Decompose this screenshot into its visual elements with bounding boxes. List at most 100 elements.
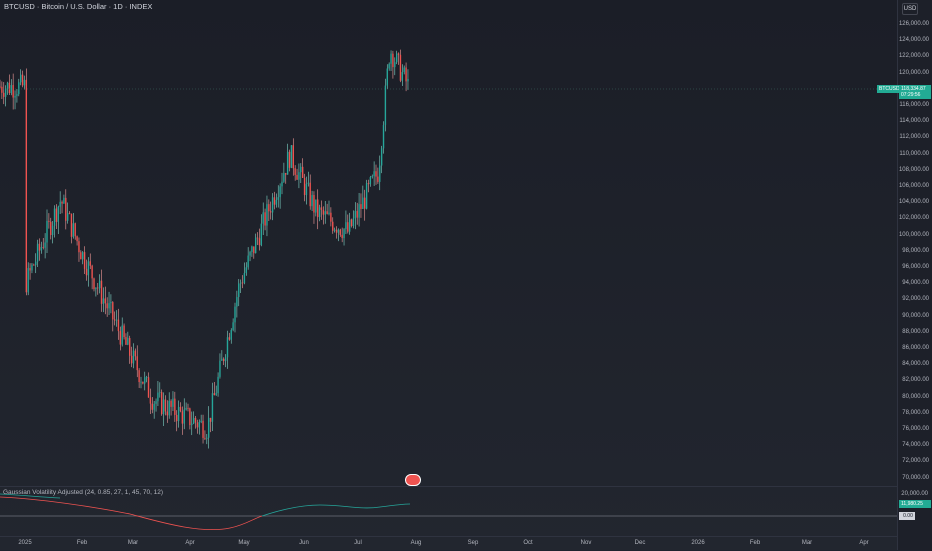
candle-body — [104, 298, 106, 304]
candle-body — [405, 67, 407, 82]
last-price-value: 118,334.87 — [901, 86, 926, 92]
price-tick: 116,000.00 — [899, 102, 929, 108]
candle-body — [224, 357, 227, 362]
candle-body — [271, 197, 274, 213]
candle-body — [38, 243, 41, 251]
candle-body — [51, 225, 54, 235]
candle-body — [145, 377, 148, 378]
candle-body — [221, 358, 223, 361]
candle-body — [309, 182, 311, 207]
candle-body — [18, 82, 20, 95]
candle-body — [371, 176, 373, 178]
candle-body — [16, 94, 18, 96]
candle-body — [130, 355, 133, 364]
price-tick: 72,000.00 — [902, 458, 929, 465]
candle-body — [266, 204, 268, 226]
candle-body — [273, 197, 276, 205]
candle-body — [335, 229, 338, 233]
candle-body — [322, 209, 325, 215]
candle-body — [91, 265, 93, 279]
symbol-header: BTCUSD · Bitcoin / U.S. Dollar · 1D · IN… — [4, 2, 153, 11]
candle-body — [392, 53, 394, 68]
candle-body — [258, 238, 261, 246]
candle-body — [46, 220, 48, 243]
candle-body — [251, 246, 253, 252]
candle-body — [373, 171, 375, 177]
price-chart[interactable] — [0, 0, 897, 486]
candle-body — [364, 197, 366, 209]
candle-body — [256, 237, 259, 239]
candle-body — [345, 222, 347, 230]
candle-body — [40, 247, 43, 251]
candle-body — [170, 400, 172, 407]
candle-body — [339, 229, 341, 235]
event-marker-icon[interactable] — [405, 474, 421, 486]
candle-body — [320, 207, 323, 210]
candle-body — [55, 208, 58, 222]
candle-body — [113, 319, 116, 321]
time-axis[interactable]: 2025 Feb Mar Apr May Jun Jul Aug Sep Oct Nov Dec 202… — [0, 536, 897, 551]
candle-body — [42, 247, 44, 248]
candle-body — [268, 204, 270, 212]
candle-body — [311, 195, 313, 207]
candle-body — [160, 392, 163, 415]
currency-button[interactable]: USD — [902, 3, 918, 15]
candle-body — [249, 251, 251, 256]
candle-body — [155, 401, 157, 404]
candle-body — [61, 201, 63, 204]
time-tick: Mar — [127, 540, 139, 546]
indicator-line-positive — [261, 503, 411, 517]
candle-body — [326, 211, 328, 214]
candle-body — [172, 398, 174, 407]
candle-body — [301, 166, 304, 178]
candle-body — [102, 298, 105, 304]
candle-body — [110, 302, 112, 304]
candle-body — [394, 62, 396, 68]
time-tick: Nov — [580, 540, 592, 546]
candle-body — [217, 376, 219, 394]
candle-body — [123, 325, 125, 338]
indicator-zero-tag: 0.00 — [899, 512, 915, 520]
candle-body — [179, 406, 182, 412]
candle-body — [379, 165, 381, 182]
time-tick: Jul — [354, 540, 362, 546]
candle-body — [356, 210, 358, 218]
candle-body — [226, 337, 229, 358]
price-scale[interactable]: 126,000.00 124,000.00 122,000.00 120,000.00… — [897, 0, 932, 550]
candle-body — [65, 197, 67, 221]
candle-body — [239, 282, 242, 284]
candle-body — [174, 398, 176, 415]
candle-body — [70, 213, 73, 237]
candle-body — [382, 125, 385, 149]
candle-body — [401, 72, 404, 81]
candle-body — [66, 213, 69, 221]
candle-body — [74, 223, 76, 237]
candle-body — [337, 229, 340, 233]
price-tick: 100,000.00 — [898, 231, 929, 238]
candle-body — [380, 148, 383, 166]
price-tick: 78,000.00 — [902, 409, 929, 416]
candle-body — [296, 174, 298, 180]
indicator-chart — [0, 493, 897, 531]
price-tick: 86,000.00 — [902, 345, 929, 351]
time-tick: Sep — [467, 540, 479, 546]
price-tick: 94,000.00 — [902, 280, 929, 287]
candle-body — [281, 181, 283, 187]
time-tick: Apr — [859, 540, 869, 546]
candle-body — [196, 422, 199, 428]
pane-divider[interactable] — [0, 486, 897, 487]
time-tick: Feb — [749, 540, 761, 546]
indicator-legend[interactable]: Gaussian Volatility Adjusted (24, 0.85, … — [3, 489, 164, 496]
candle-body — [12, 85, 14, 98]
candle-body — [245, 267, 247, 274]
candle-body — [29, 268, 31, 271]
candle-body — [207, 417, 210, 438]
candle-body — [159, 392, 161, 393]
candle-body — [98, 280, 101, 289]
price-tick: 114,000.00 — [899, 118, 929, 125]
candle-body — [134, 350, 137, 357]
candle-body — [153, 403, 155, 410]
candle-body — [44, 242, 46, 248]
candle-body — [286, 151, 289, 175]
